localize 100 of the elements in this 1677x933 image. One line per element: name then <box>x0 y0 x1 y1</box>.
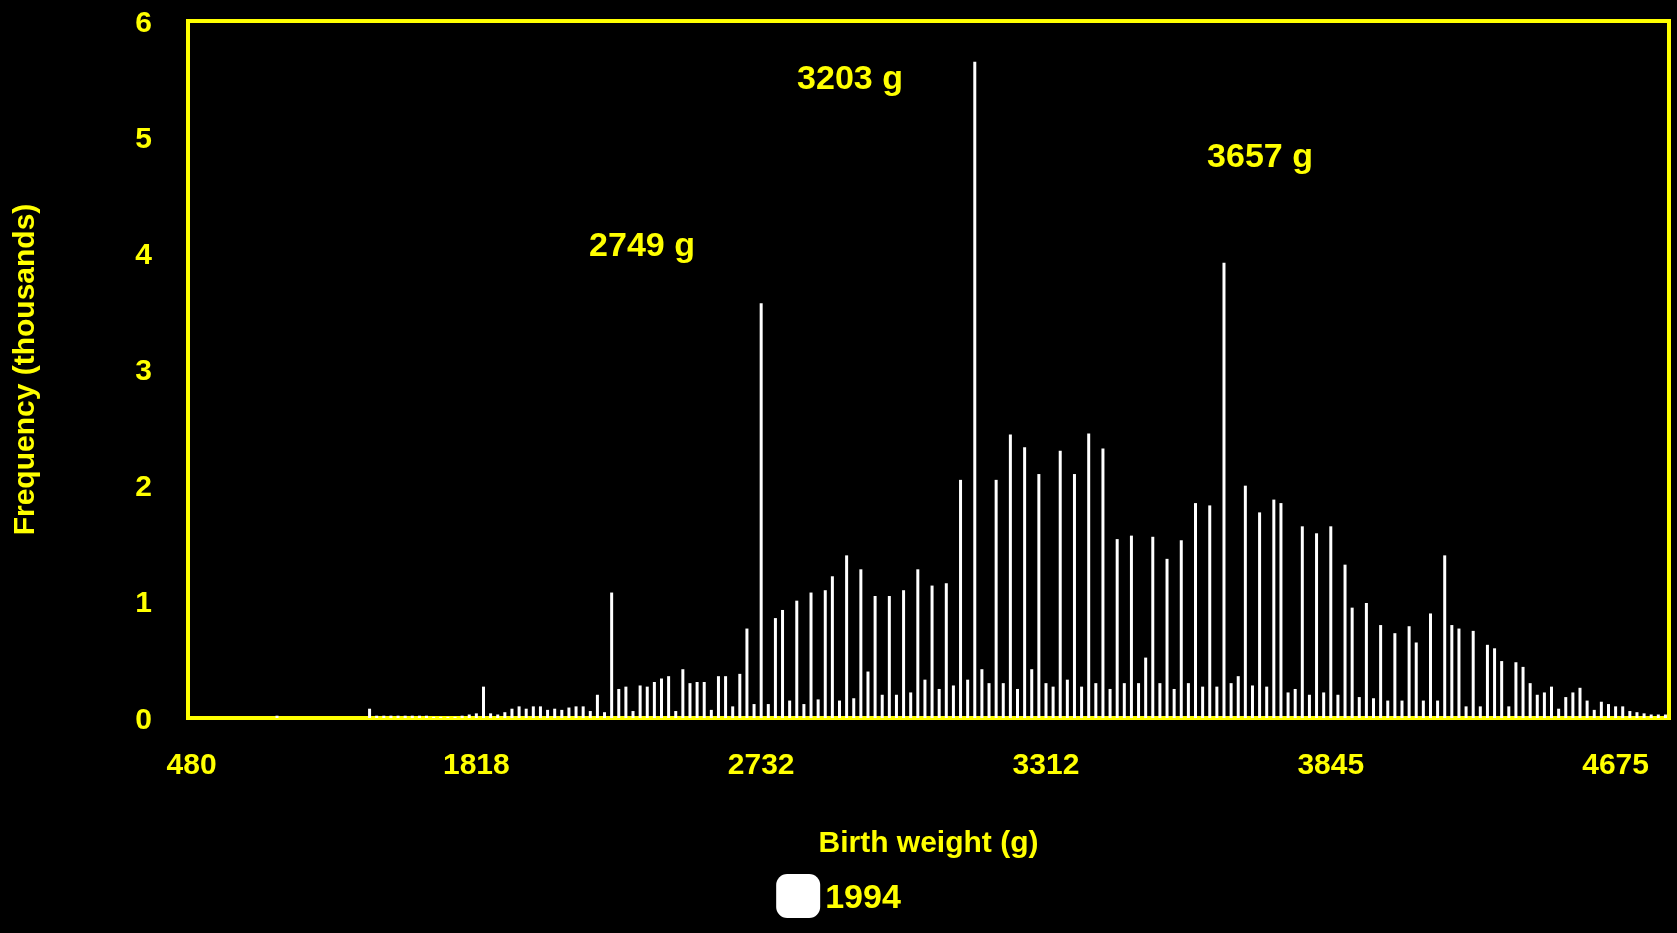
bar <box>1578 687 1582 718</box>
bar <box>1400 700 1404 718</box>
bar <box>973 61 977 718</box>
bar <box>588 711 592 718</box>
bar <box>1179 540 1183 718</box>
bar <box>1457 628 1461 718</box>
bar <box>1528 683 1532 718</box>
bar <box>987 683 991 718</box>
bar <box>1642 713 1646 718</box>
bar <box>610 592 614 718</box>
bar <box>823 590 827 718</box>
bar <box>553 708 557 718</box>
bar <box>1144 657 1148 718</box>
bar <box>1265 686 1269 718</box>
bar <box>1507 706 1511 718</box>
bar <box>1279 503 1283 718</box>
bar <box>1044 683 1048 718</box>
bar <box>702 681 706 718</box>
bar <box>560 709 564 718</box>
bar <box>1343 564 1347 718</box>
x-tick-label: 2732 <box>727 746 795 780</box>
bar <box>1614 706 1618 718</box>
bar <box>781 609 785 718</box>
bar <box>1464 706 1468 718</box>
bar <box>546 709 550 718</box>
bar <box>510 708 514 718</box>
bar <box>866 671 870 718</box>
bar <box>937 688 941 718</box>
bar <box>1080 686 1084 718</box>
bar <box>1564 697 1568 718</box>
bar <box>916 569 920 718</box>
bar <box>1236 676 1240 718</box>
bar <box>489 713 493 718</box>
bar <box>1108 688 1112 718</box>
bar <box>574 706 578 718</box>
bar <box>1315 533 1319 718</box>
bar <box>1656 714 1660 718</box>
bar <box>887 596 891 718</box>
bar <box>1208 505 1212 718</box>
bar <box>1421 700 1425 718</box>
bar <box>496 714 500 718</box>
bar <box>1222 262 1226 718</box>
bar <box>567 707 571 718</box>
bar <box>1535 694 1539 718</box>
bar <box>930 585 934 718</box>
bar <box>1008 434 1012 718</box>
x-tick-label: 3845 <box>1297 746 1365 780</box>
bar <box>1172 688 1176 718</box>
bar <box>752 704 756 718</box>
bar <box>830 576 834 718</box>
bar <box>681 669 685 718</box>
bar <box>631 711 635 718</box>
x-tick-label: 4675 <box>1582 746 1649 780</box>
x-axis-title: Birth weight (g) <box>818 824 1039 858</box>
bar <box>1557 708 1561 718</box>
y-axis-title: Frequency (thousands) <box>6 203 40 536</box>
bar <box>859 569 863 718</box>
y-tick-label: 3 <box>135 353 152 386</box>
bar <box>1606 704 1610 718</box>
bar <box>1158 683 1162 718</box>
bar <box>617 688 621 718</box>
bar <box>624 686 628 718</box>
bar <box>1322 692 1326 718</box>
bar <box>873 596 877 718</box>
bar <box>1300 526 1304 718</box>
annotation: 3657 g <box>1207 136 1313 174</box>
annotation: 2749 g <box>589 225 695 263</box>
bar <box>481 686 485 718</box>
bar <box>1122 683 1126 718</box>
bar <box>1414 642 1418 718</box>
bar <box>1514 662 1518 718</box>
bar <box>709 709 713 718</box>
bar <box>595 694 599 718</box>
bar <box>531 706 535 718</box>
bar <box>909 692 913 718</box>
bar <box>1137 683 1141 718</box>
bar <box>688 683 692 718</box>
bar <box>1023 447 1027 718</box>
bar <box>1058 450 1062 718</box>
bar <box>788 700 792 718</box>
bar <box>1250 685 1254 718</box>
bar <box>902 590 906 718</box>
bar <box>994 479 998 718</box>
bar <box>1151 536 1155 718</box>
bar <box>1293 688 1297 718</box>
bar <box>1272 499 1276 718</box>
bar <box>1443 555 1447 718</box>
bar <box>1599 701 1603 718</box>
bar <box>809 592 813 718</box>
bar <box>474 713 478 718</box>
bar <box>1165 558 1169 718</box>
bar <box>1094 683 1098 718</box>
bar <box>1521 666 1525 718</box>
bar <box>731 706 735 718</box>
bar <box>1016 688 1019 718</box>
bar <box>503 712 507 718</box>
bar <box>467 714 471 718</box>
bar <box>674 711 678 718</box>
bar <box>745 628 749 718</box>
bar <box>816 699 820 718</box>
